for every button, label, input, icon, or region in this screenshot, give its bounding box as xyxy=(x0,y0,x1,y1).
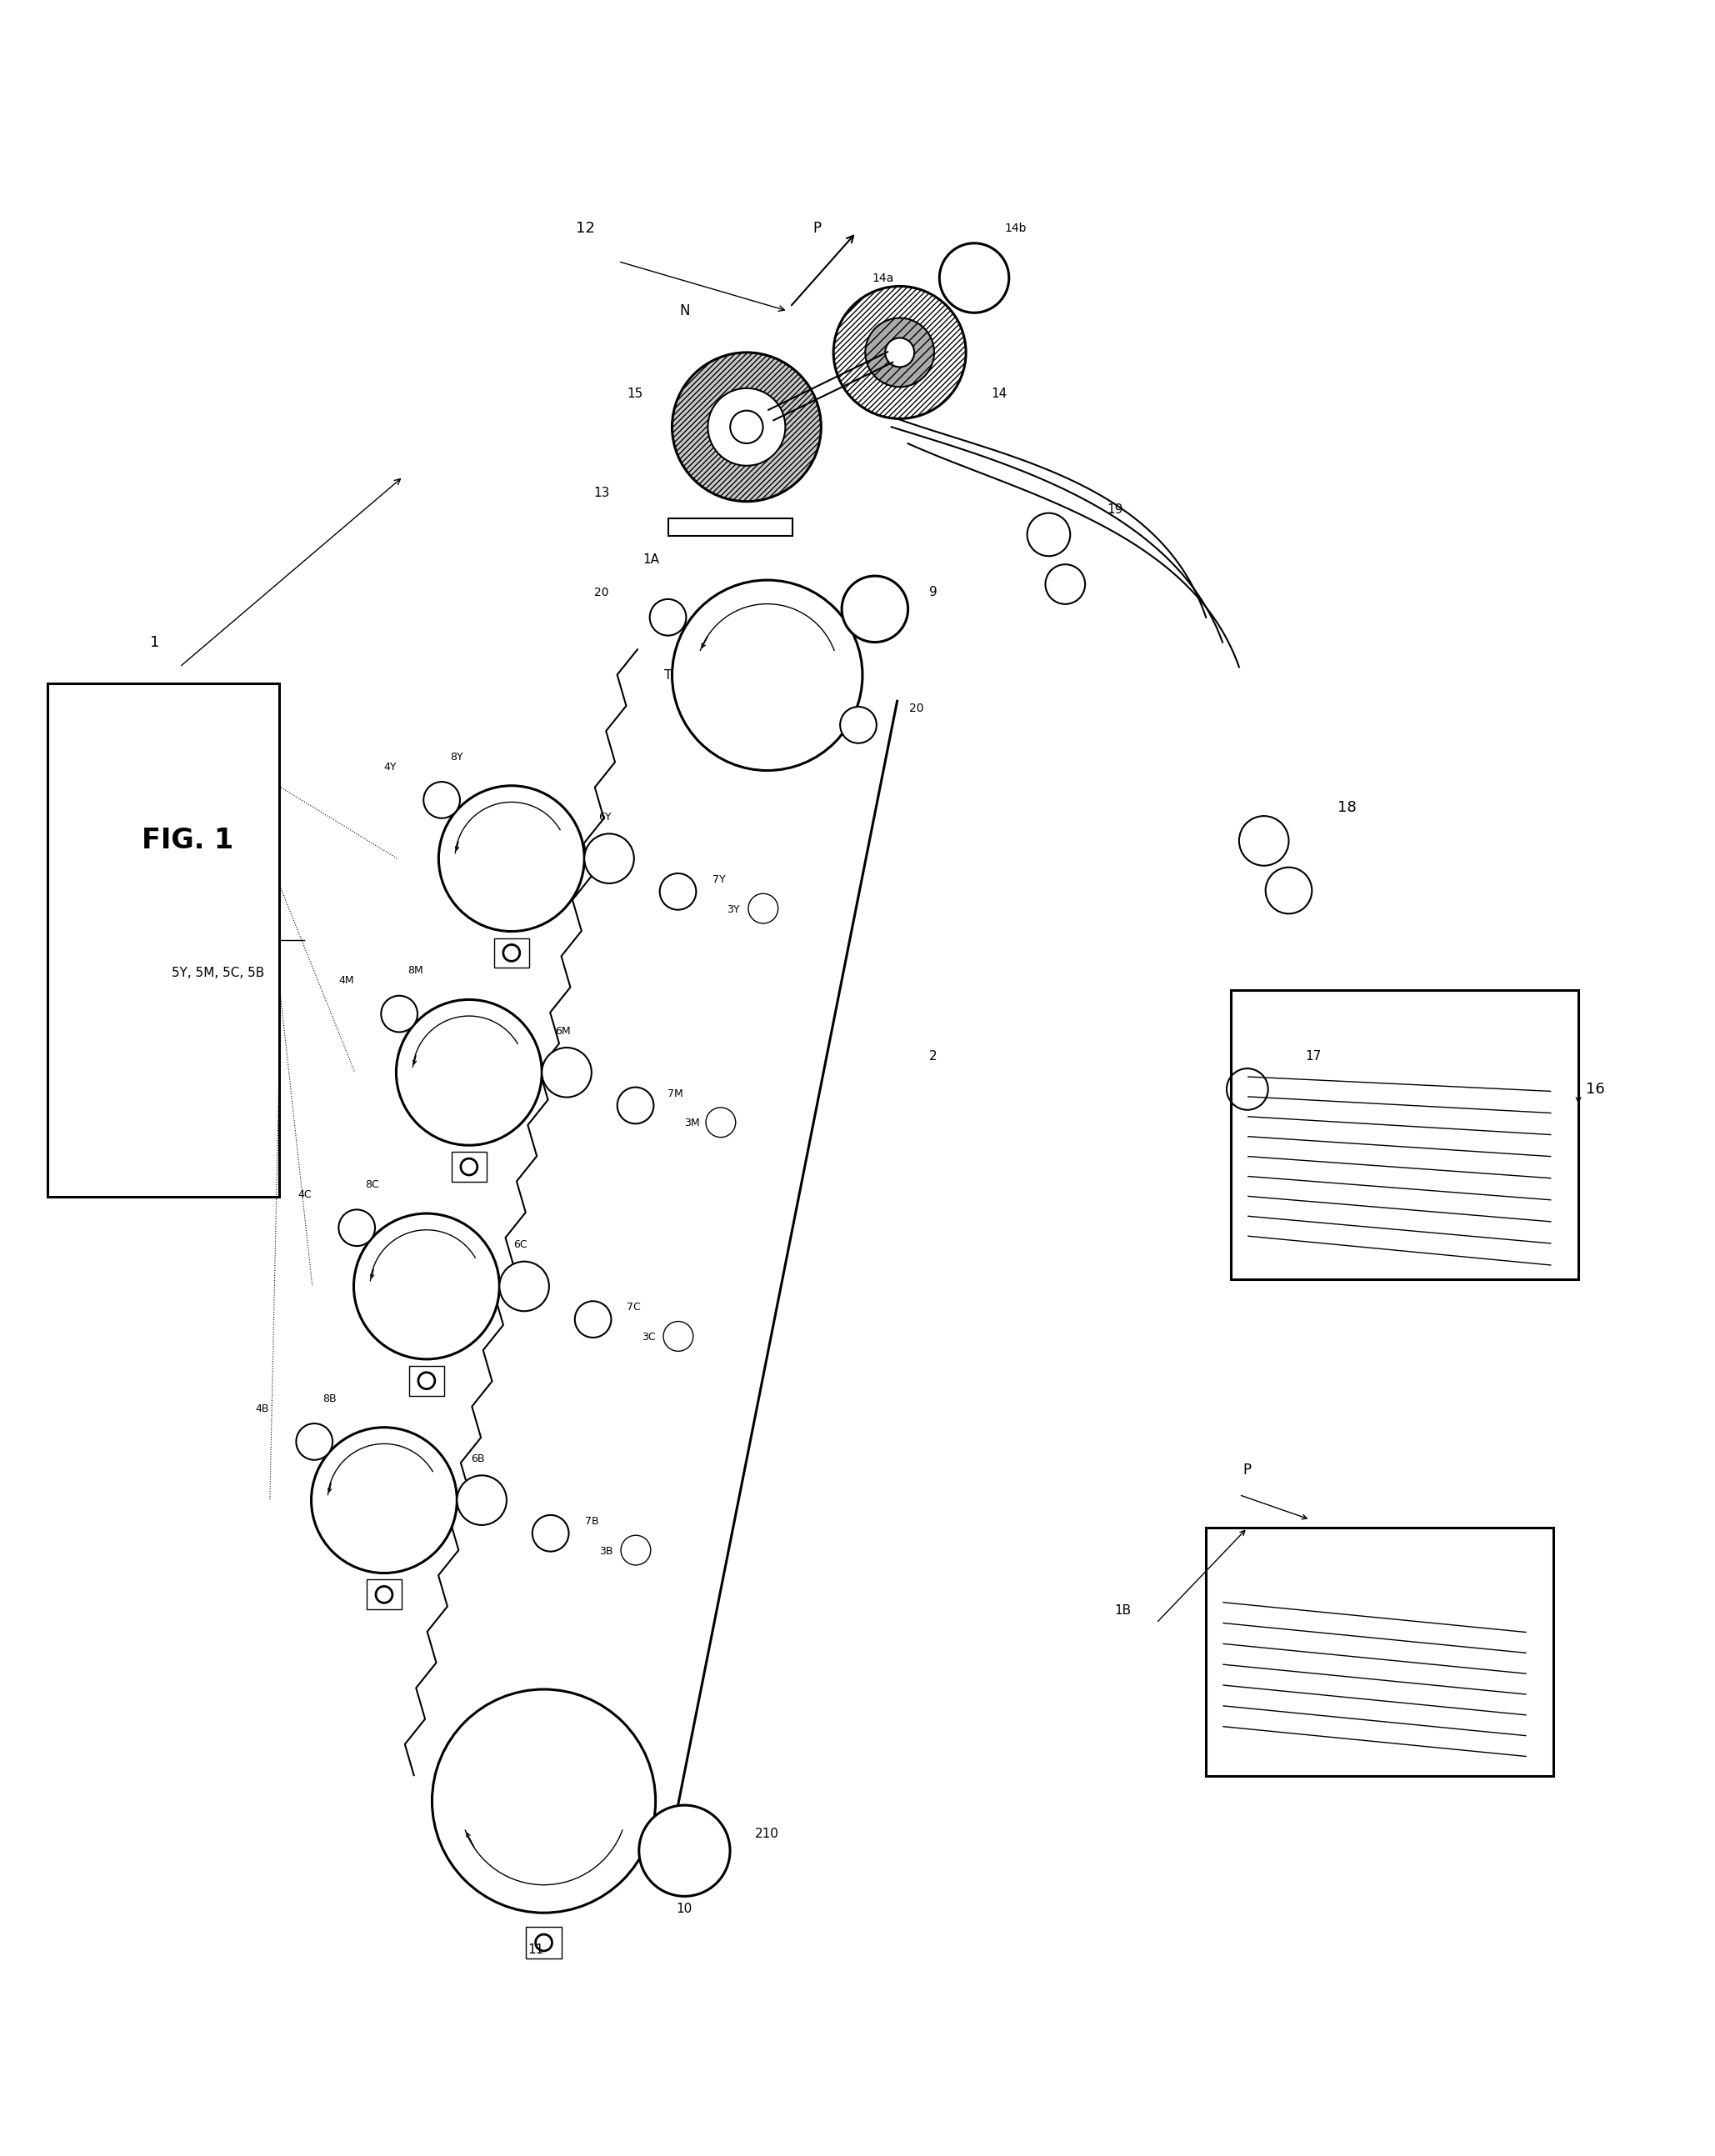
Text: 6M: 6M xyxy=(556,1026,571,1037)
Circle shape xyxy=(1266,867,1312,914)
Bar xyxy=(48,683,280,1197)
Circle shape xyxy=(660,873,696,910)
Bar xyxy=(1231,990,1578,1279)
Text: 11: 11 xyxy=(528,1945,544,1955)
Text: 2: 2 xyxy=(930,1050,936,1063)
Circle shape xyxy=(502,944,520,962)
Bar xyxy=(451,1151,487,1181)
Text: 6C: 6C xyxy=(513,1240,527,1250)
Circle shape xyxy=(885,338,914,367)
Circle shape xyxy=(381,996,417,1033)
Text: 3B: 3B xyxy=(599,1546,612,1557)
Text: 4B: 4B xyxy=(256,1404,269,1414)
Bar xyxy=(667,517,792,537)
Bar xyxy=(1206,1529,1554,1777)
Text: T: T xyxy=(664,668,672,681)
Text: 6Y: 6Y xyxy=(599,811,612,824)
Circle shape xyxy=(707,1108,736,1138)
Text: 14a: 14a xyxy=(873,272,894,285)
Text: 7C: 7C xyxy=(628,1302,641,1313)
Text: 7Y: 7Y xyxy=(713,873,725,884)
Circle shape xyxy=(842,576,907,642)
Circle shape xyxy=(748,893,779,923)
Text: P: P xyxy=(1243,1462,1252,1477)
Circle shape xyxy=(418,1373,436,1388)
Text: 1B: 1B xyxy=(1115,1604,1132,1617)
Circle shape xyxy=(664,1322,693,1352)
Text: 3C: 3C xyxy=(641,1332,655,1343)
Text: 9: 9 xyxy=(930,586,936,599)
Text: 16: 16 xyxy=(1585,1082,1605,1097)
Bar xyxy=(494,938,528,968)
Text: 210: 210 xyxy=(755,1828,779,1841)
Circle shape xyxy=(439,785,585,931)
Circle shape xyxy=(542,1048,592,1097)
Circle shape xyxy=(650,599,686,636)
Circle shape xyxy=(1027,513,1070,556)
Text: 15: 15 xyxy=(626,388,643,401)
Circle shape xyxy=(672,351,821,502)
Text: N: N xyxy=(679,304,689,319)
Circle shape xyxy=(353,1214,499,1358)
Circle shape xyxy=(338,1210,376,1246)
Text: 7M: 7M xyxy=(667,1089,684,1100)
Circle shape xyxy=(499,1261,549,1311)
Text: 4Y: 4Y xyxy=(384,761,396,772)
Circle shape xyxy=(672,580,863,770)
Text: 5Y, 5M, 5C, 5B: 5Y, 5M, 5C, 5B xyxy=(172,968,264,979)
Circle shape xyxy=(424,783,460,819)
Circle shape xyxy=(731,410,763,444)
Text: 8M: 8M xyxy=(408,966,424,977)
Text: 7B: 7B xyxy=(585,1516,599,1526)
Circle shape xyxy=(535,1934,552,1951)
Circle shape xyxy=(396,1000,542,1145)
Text: 1: 1 xyxy=(149,634,159,649)
Circle shape xyxy=(621,1535,650,1565)
Circle shape xyxy=(432,1690,655,1912)
Bar xyxy=(525,1927,563,1958)
Circle shape xyxy=(940,244,1008,313)
Text: 12: 12 xyxy=(576,220,595,235)
Text: P: P xyxy=(813,220,821,235)
Circle shape xyxy=(585,834,635,884)
Text: 14: 14 xyxy=(991,388,1007,401)
Text: 18: 18 xyxy=(1338,800,1357,815)
Circle shape xyxy=(866,319,935,386)
Text: FIG. 1: FIG. 1 xyxy=(142,828,233,854)
Circle shape xyxy=(461,1158,477,1175)
Circle shape xyxy=(833,287,966,418)
Circle shape xyxy=(297,1423,333,1460)
Circle shape xyxy=(1046,565,1086,604)
Text: 3M: 3M xyxy=(684,1117,700,1128)
Circle shape xyxy=(1226,1069,1267,1110)
Text: 4M: 4M xyxy=(338,975,353,985)
Bar xyxy=(367,1580,401,1611)
Circle shape xyxy=(840,707,876,744)
Text: 19: 19 xyxy=(1106,505,1123,515)
Circle shape xyxy=(376,1587,393,1602)
Text: 20: 20 xyxy=(909,703,924,714)
Circle shape xyxy=(708,388,785,466)
Text: 14b: 14b xyxy=(1005,222,1027,235)
Bar xyxy=(410,1365,444,1395)
Text: 13: 13 xyxy=(593,487,611,500)
Text: 3Y: 3Y xyxy=(727,903,739,914)
Circle shape xyxy=(575,1302,611,1337)
Text: 8C: 8C xyxy=(365,1179,379,1190)
Circle shape xyxy=(1238,815,1288,867)
Text: 20: 20 xyxy=(595,586,609,599)
Text: 4C: 4C xyxy=(297,1190,312,1201)
Circle shape xyxy=(312,1427,456,1574)
Circle shape xyxy=(640,1805,731,1897)
Text: 17: 17 xyxy=(1305,1050,1322,1063)
Text: 8Y: 8Y xyxy=(449,752,463,763)
Circle shape xyxy=(532,1516,569,1552)
Circle shape xyxy=(456,1475,506,1524)
Text: 10: 10 xyxy=(676,1902,693,1915)
Circle shape xyxy=(617,1087,653,1123)
Text: 1A: 1A xyxy=(643,554,660,565)
Text: 8B: 8B xyxy=(322,1393,336,1404)
Text: 6B: 6B xyxy=(472,1453,485,1464)
